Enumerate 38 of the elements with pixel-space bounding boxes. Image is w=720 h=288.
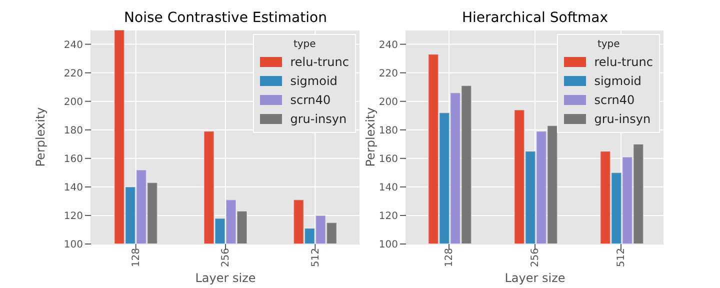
- x-tick-label: 128: [130, 248, 142, 268]
- y-tick-label: 240: [378, 40, 398, 51]
- y-tick-label: 180: [64, 125, 83, 136]
- y-tick-label: 120: [64, 211, 83, 222]
- x-tick-label: 256: [220, 248, 232, 268]
- y-tick-label: 160: [378, 154, 398, 165]
- legend-label: gru-insyn: [290, 112, 347, 126]
- x-axis-title: Layer size: [195, 271, 256, 285]
- legend-label: sigmoid: [290, 74, 338, 88]
- y-tick-label: 160: [64, 154, 83, 165]
- legend-title: type: [596, 39, 621, 50]
- x-tick-label: 512: [616, 248, 628, 268]
- x-tick-label: 128: [444, 248, 456, 268]
- y-axis-title: Perplexity: [363, 107, 378, 167]
- legend-label: scrn40: [594, 92, 635, 106]
- y-tick-label: 100: [378, 240, 398, 251]
- legend-label: sigmoid: [594, 74, 642, 88]
- y-tick-label: 120: [378, 211, 398, 222]
- legend-label: relu-trunc: [594, 54, 653, 68]
- y-tick-label: 220: [378, 68, 398, 80]
- y-tick-label: 240: [64, 40, 83, 51]
- legend-label: gru-insyn: [594, 112, 651, 126]
- y-tick-label: 200: [378, 96, 398, 108]
- legend-label: scrn40: [290, 92, 331, 106]
- chart-title: Hierarchical Softmax: [460, 10, 609, 26]
- x-tick-label: 512: [310, 248, 322, 268]
- y-tick-label: 180: [378, 125, 398, 136]
- legend-label: relu-trunc: [290, 54, 349, 68]
- y-tick-label: 100: [64, 240, 83, 251]
- x-tick-label: 256: [530, 248, 542, 268]
- x-axis-title: Layer size: [504, 271, 566, 285]
- y-tick-label: 140: [64, 182, 83, 194]
- chart-title: Noise Contrastive Estimation: [123, 10, 328, 26]
- y-axis-title: Perplexity: [33, 107, 48, 167]
- legend-title: type: [292, 39, 317, 50]
- y-tick-label: 200: [64, 96, 83, 108]
- y-tick-label: 220: [64, 68, 83, 80]
- y-tick-label: 140: [378, 182, 398, 194]
